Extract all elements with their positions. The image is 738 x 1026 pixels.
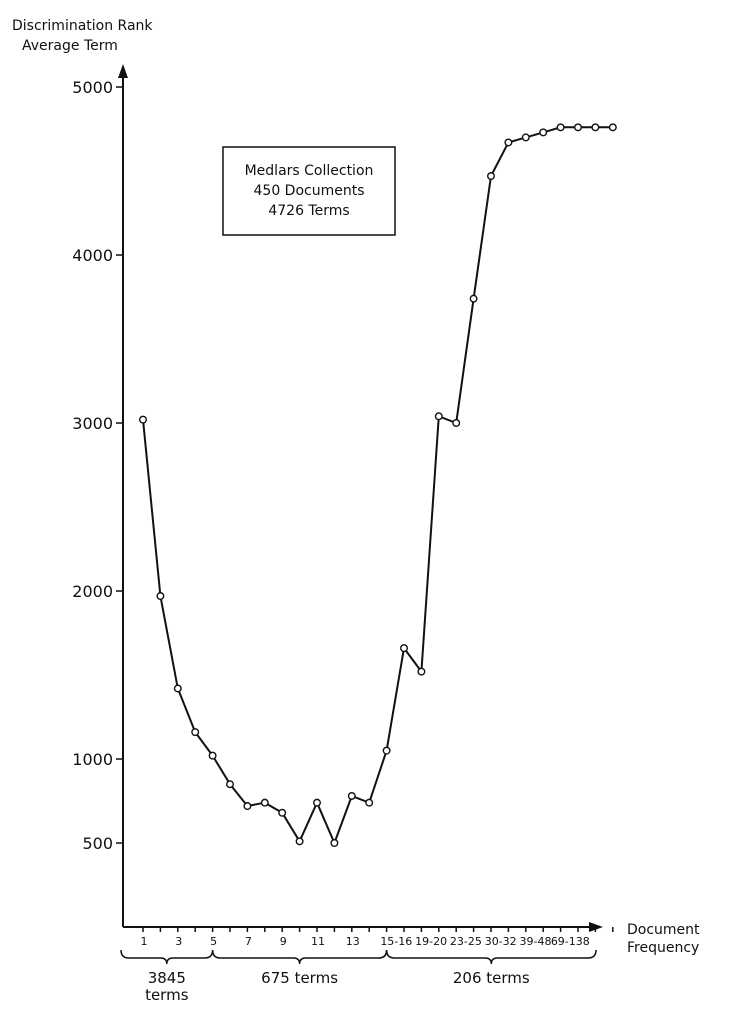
data-point [330,839,339,848]
x-tick-label: 5 [210,935,217,948]
data-point [469,294,478,303]
y-axis-title-line-1: Discrimination Rank [12,18,153,34]
x-tick-label: 15-16 [380,935,412,948]
group-label: 206 terms [453,969,530,987]
data-point [556,123,565,132]
data-point [591,123,600,132]
group-label: 675 terms [261,969,338,987]
group-label: 3845 [148,969,186,987]
data-point [487,172,496,181]
data-point [417,667,426,676]
series [142,126,613,844]
data-point [347,791,356,800]
group-label: terms [145,986,189,1004]
data-point [138,415,147,424]
y-tick-label: 2000 [72,582,113,601]
y-axis-arrow [118,64,128,78]
data-point [278,808,287,817]
data-point [313,798,322,807]
y-tick-label: 1000 [72,750,113,769]
x-tick-label: 69-138 [551,935,590,948]
group-brace [385,949,597,965]
y-tick-label: 4000 [72,246,113,265]
data-point [365,798,374,807]
data-point [208,751,217,760]
y-tick-label: 500 [82,834,113,853]
y-tick-label: 5000 [72,78,113,97]
group-brace [120,949,214,965]
data-point [539,128,548,137]
data-point [434,412,443,421]
annotation-box: Medlars Collection 450 Documents 4726 Te… [222,146,396,236]
data-point [400,644,409,653]
data-point [574,123,583,132]
x-axis-title-line-2: Frequency [627,940,699,956]
annotation-line-1: Medlars Collection [245,163,374,179]
group-brace [211,949,388,965]
x-axis-title-line-1: Document [627,922,700,938]
data-point [173,684,182,693]
y-axis-ticks: 500 1000 2000 3000 4000 5000 [72,78,123,853]
data-point [243,802,252,811]
x-tick-label: 9 [280,935,287,948]
data-point [295,837,304,846]
data-points [138,123,617,848]
data-point [156,592,165,601]
x-axis-ticks: 1 3 5 7 9 11 13 15-16 19-20 23-25 30-32 39-48 69-138 [141,927,614,948]
annotation-line-2: 450 Documents [254,183,365,199]
data-point [260,798,269,807]
data-point [191,728,200,737]
data-point [225,780,234,789]
annotation-line-3: 4726 Terms [268,203,349,219]
x-tick-label: 7 [245,935,252,948]
x-tick-label: 3 [175,935,182,948]
x-tick-label: 19-20 [415,935,447,948]
x-tick-label: 23-25 [450,935,482,948]
data-point [521,133,530,142]
data-point [452,419,461,428]
x-tick-label: 39-48 [520,935,552,948]
data-point [382,746,391,755]
y-axis-title-line-2: Average Term [22,38,118,54]
data-point [504,138,513,147]
x-tick-label: 1 [141,935,148,948]
annotation-frame [222,146,396,236]
series-line [142,126,613,844]
x-tick-label: 11 [311,935,325,948]
y-tick-label: 3000 [72,414,113,433]
x-tick-label: 30-32 [485,935,517,948]
x-tick-label: 13 [346,935,360,948]
data-point [608,123,617,132]
